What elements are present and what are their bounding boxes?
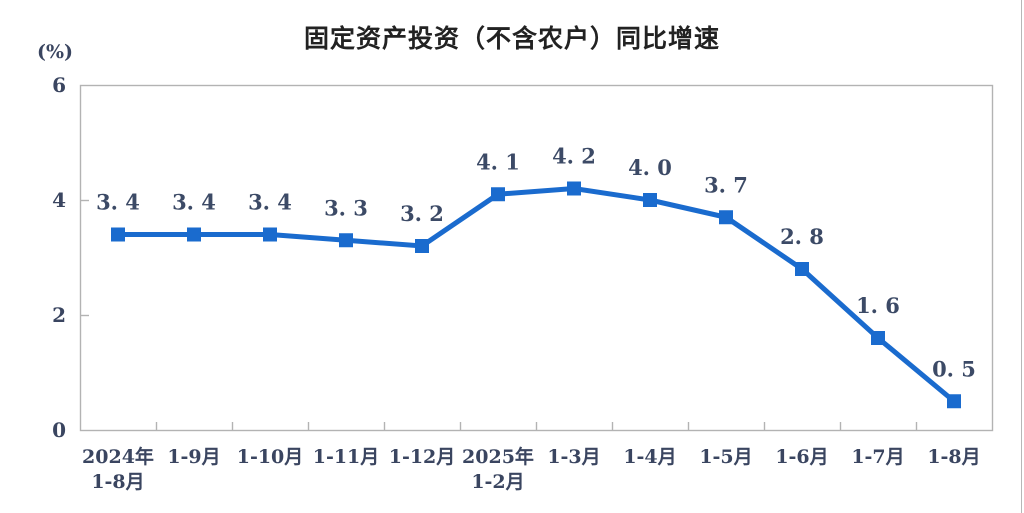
x-tick-label: 2024年 — [82, 445, 154, 468]
x-tick-label: 1-8月 — [91, 471, 144, 493]
x-tick-label: 1-10月 — [237, 446, 304, 468]
data-point-label: 0. 5 — [932, 356, 976, 381]
plot-area-border — [79, 84, 994, 432]
data-point-label: 3. 4 — [248, 190, 292, 215]
y-tick-label: 4 — [52, 188, 66, 212]
data-point-marker — [567, 181, 581, 196]
data-point-marker — [795, 262, 809, 276]
page-edge-border — [1021, 0, 1022, 513]
data-point-label: 3. 4 — [172, 190, 216, 215]
y-tick-label: 0 — [52, 418, 66, 442]
data-point-label: 1. 6 — [856, 293, 900, 318]
y-axis-unit-label: (%) — [37, 41, 74, 63]
x-tick-label: 1-12月 — [389, 446, 456, 468]
data-point-label: 4. 2 — [552, 144, 596, 169]
data-point-label: 3. 3 — [324, 195, 368, 220]
x-tick-label: 1-5月 — [699, 446, 752, 468]
data-point-marker — [947, 394, 961, 409]
data-point-marker — [491, 187, 505, 202]
chart-title: 固定资产投资（不含农户）同比增速 — [303, 25, 720, 53]
x-tick-label: 1-3月 — [547, 446, 600, 468]
data-point-label: 3. 4 — [96, 190, 140, 215]
data-point-label: 3. 2 — [400, 201, 444, 226]
data-point-marker — [263, 227, 277, 242]
y-tick-label: 6 — [52, 73, 66, 97]
x-tick-label: 1-6月 — [775, 446, 828, 468]
x-tick-label: 1-9月 — [167, 446, 220, 468]
x-tick-label: 1-4月 — [623, 446, 676, 468]
data-point-marker — [719, 210, 733, 225]
x-tick-label: 1-7月 — [851, 446, 904, 468]
x-tick-label: 2025年 — [462, 445, 534, 468]
data-point-marker — [871, 331, 885, 345]
data-line — [118, 185, 956, 404]
data-point-label: 4. 0 — [628, 155, 672, 180]
data-point-label: 4. 1 — [476, 149, 520, 174]
x-tick-label: 1-8月 — [927, 446, 980, 468]
data-point-marker — [339, 233, 353, 248]
data-point-marker — [415, 239, 429, 253]
data-point-marker — [187, 227, 201, 242]
data-point-marker — [111, 227, 125, 242]
data-point-label: 3. 7 — [704, 172, 748, 197]
x-tick-label: 1-2月 — [471, 471, 524, 493]
data-point-label: 2. 8 — [780, 224, 824, 249]
y-tick-label: 2 — [52, 303, 66, 327]
data-point-marker — [643, 193, 657, 207]
x-tick-label: 1-11月 — [313, 446, 380, 468]
